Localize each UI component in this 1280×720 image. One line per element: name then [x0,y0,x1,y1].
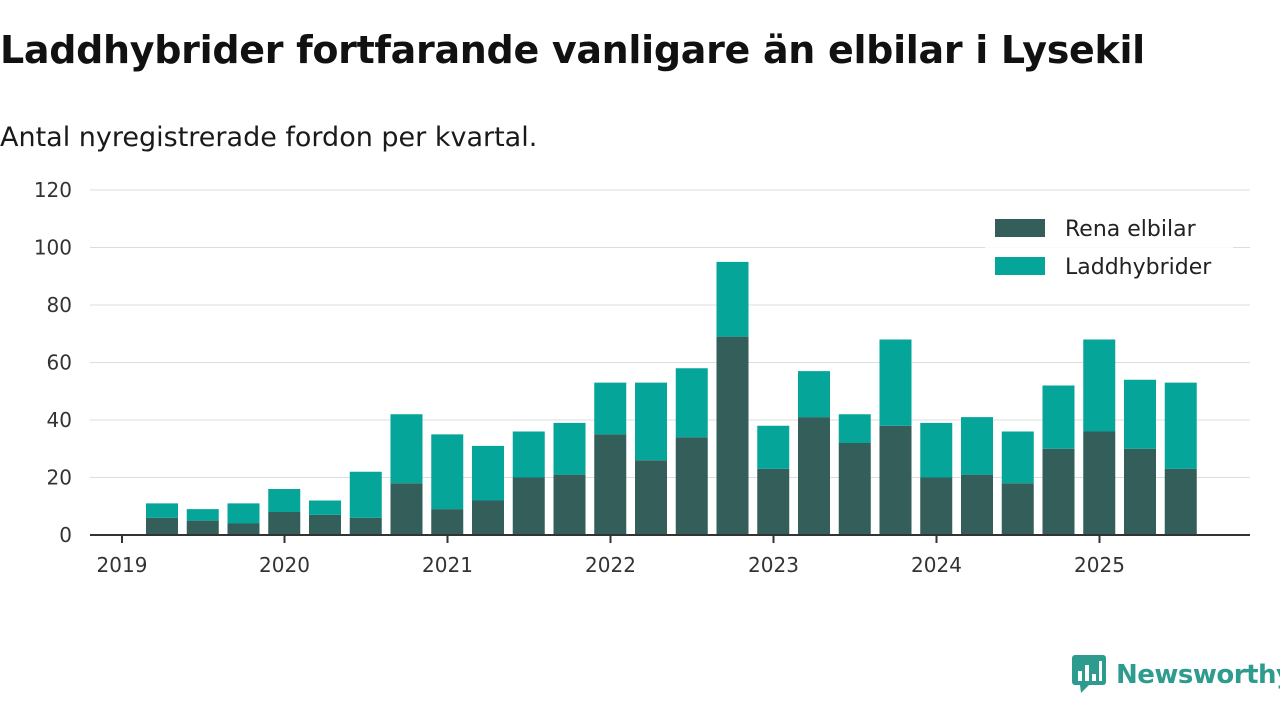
bar-laddhybrider [594,382,627,435]
legend-label-laddhybrider: Laddhybrider [1065,255,1212,280]
bar-rena-elbilar [961,474,993,535]
bar-rena-elbilar [635,460,667,535]
newsworthy-chart-icon [1072,655,1106,693]
bar-rena-elbilar [146,517,178,535]
bar-laddhybrider [920,422,953,478]
bar-rena-elbilar [390,483,423,535]
bar-rena-elbilar [716,336,749,535]
bar-laddhybrider [1124,379,1156,449]
bar-rena-elbilar [757,468,790,535]
bar-rena-elbilar [798,417,830,535]
legend-swatch-laddhybrider [995,257,1045,275]
y-tick-label: 120 [34,178,72,202]
bar-laddhybrider [757,425,790,469]
bar-rena-elbilar [1001,483,1034,535]
bar-laddhybrider [227,503,260,524]
bar-laddhybrider [1164,382,1197,469]
y-tick-label: 80 [47,293,72,317]
y-tick-label: 60 [47,351,72,375]
x-tick-label: 2025 [1074,553,1125,577]
bar-laddhybrider [1083,339,1116,432]
bar-rena-elbilar [675,437,708,535]
bar-laddhybrider [268,489,301,512]
newsworthy-wordmark: Newsworthy [1116,660,1280,690]
y-tick-label: 20 [47,466,72,490]
bars [146,261,1197,535]
bar-rena-elbilar [472,500,504,535]
bar-laddhybrider [838,414,871,443]
bar-laddhybrider [349,471,382,518]
bar-rena-elbilar [838,443,871,535]
bar-laddhybrider [309,500,341,515]
bar-laddhybrider [390,414,423,484]
legend: Rena elbilar Laddhybrider [985,212,1233,294]
y-tick-label: 100 [34,236,72,260]
bar-rena-elbilar [268,512,301,535]
bar-laddhybrider [879,339,912,426]
bar-laddhybrider [146,503,178,518]
bar-laddhybrider [553,422,586,475]
bar-rena-elbilar [512,477,545,535]
gridlines [90,189,1250,478]
bar-laddhybrider [798,371,830,418]
y-tick-label: 40 [47,408,72,432]
bar-laddhybrider [472,445,504,501]
x-tick-label: 2021 [422,553,473,577]
bar-laddhybrider [961,417,993,475]
chart-title: Laddhybrider fortfarande vanligare än el… [0,28,1145,72]
x-tick-label: 2024 [911,553,962,577]
bar-rena-elbilar [186,520,219,535]
x-tick-label: 2020 [259,553,310,577]
y-tick-label: 0 [59,523,72,547]
bar-rena-elbilar [920,477,953,535]
bar-laddhybrider [512,431,545,478]
bar-rena-elbilar [431,509,464,535]
bar-laddhybrider [1001,431,1034,484]
legend-label-rena-elbilar: Rena elbilar [1065,217,1197,242]
chart-subtitle: Antal nyregistrerade fordon per kvartal. [0,122,538,153]
bar-rena-elbilar [349,517,382,535]
x-tick-label: 2023 [748,553,799,577]
bar-laddhybrider [186,509,219,521]
bar-rena-elbilar [1083,431,1116,535]
bar-rena-elbilar [1042,448,1075,535]
bar-rena-elbilar [1164,468,1197,535]
bar-laddhybrider [635,382,667,461]
bar-rena-elbilar [594,434,627,535]
bar-rena-elbilar [227,523,260,535]
bar-rena-elbilar [309,514,341,535]
x-tick-label: 2019 [97,553,148,577]
axes: 0 20 40 60 80 100 120 2019 2020 2021 2022 2023 2024 2… [34,178,1250,577]
bar-rena-elbilar [553,474,586,535]
bar-laddhybrider [675,368,708,438]
bar-laddhybrider [716,261,749,337]
bar-rena-elbilar [1124,448,1156,535]
x-tick-label: 2022 [585,553,636,577]
bar-rena-elbilar [879,425,912,535]
bar-laddhybrider [431,434,464,510]
newsworthy-logo: Newsworthy [1072,655,1280,695]
bar-laddhybrider [1042,385,1075,449]
legend-swatch-rena-elbilar [995,219,1045,237]
